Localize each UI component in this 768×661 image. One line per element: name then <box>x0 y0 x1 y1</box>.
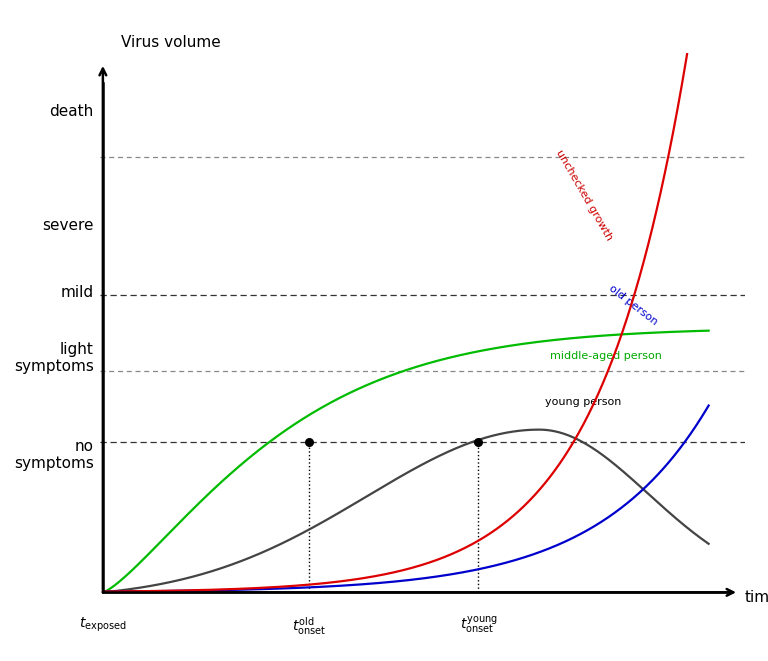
Text: time: time <box>745 590 768 605</box>
Text: Virus volume: Virus volume <box>121 35 220 50</box>
Text: $t_{\rm exposed}$: $t_{\rm exposed}$ <box>79 615 127 633</box>
Text: death: death <box>49 104 94 119</box>
Text: unchecked growth: unchecked growth <box>554 148 614 243</box>
Text: severe: severe <box>42 218 94 233</box>
Text: young person: young person <box>545 397 621 407</box>
Text: middle-aged person: middle-aged person <box>550 351 661 361</box>
Text: old person: old person <box>607 283 659 327</box>
Text: $t^{\rm old}_{\rm onset}$: $t^{\rm old}_{\rm onset}$ <box>292 615 326 637</box>
Text: $t^{\rm young}_{\rm onset}$: $t^{\rm young}_{\rm onset}$ <box>459 615 497 637</box>
Text: no
symptoms: no symptoms <box>14 439 94 471</box>
Text: mild: mild <box>61 285 94 299</box>
Text: light
symptoms: light symptoms <box>14 342 94 374</box>
